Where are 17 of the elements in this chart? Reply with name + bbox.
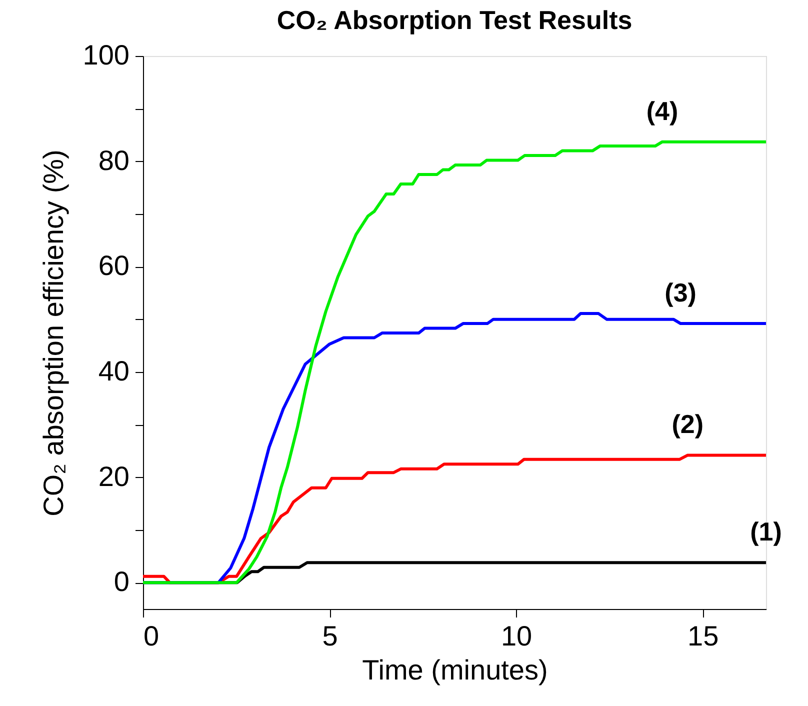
x-tick-label: 0	[144, 620, 160, 652]
series-label: (4)	[646, 96, 678, 126]
y-tick-label: 100	[82, 40, 130, 70]
y-tick-label: 60	[98, 250, 130, 282]
x-axis-title: Time (minutes)	[362, 654, 548, 686]
y-tick-label: 80	[98, 144, 130, 176]
y-axis-title: CO₂ absorption efficiency (%)	[38, 150, 69, 516]
series-label: (2)	[672, 409, 704, 440]
series-label: (1)	[750, 516, 782, 547]
x-tick-label: 5	[322, 620, 338, 652]
series-label: (3)	[664, 278, 696, 308]
y-tick-label: 0	[114, 566, 130, 598]
y-tick-label: 40	[98, 356, 130, 386]
x-tick-label: 15	[688, 620, 719, 652]
chart-title: CO₂ Absorption Test Results	[276, 5, 632, 35]
y-tick-label: 20	[98, 460, 130, 492]
x-tick-label: 10	[500, 620, 532, 652]
